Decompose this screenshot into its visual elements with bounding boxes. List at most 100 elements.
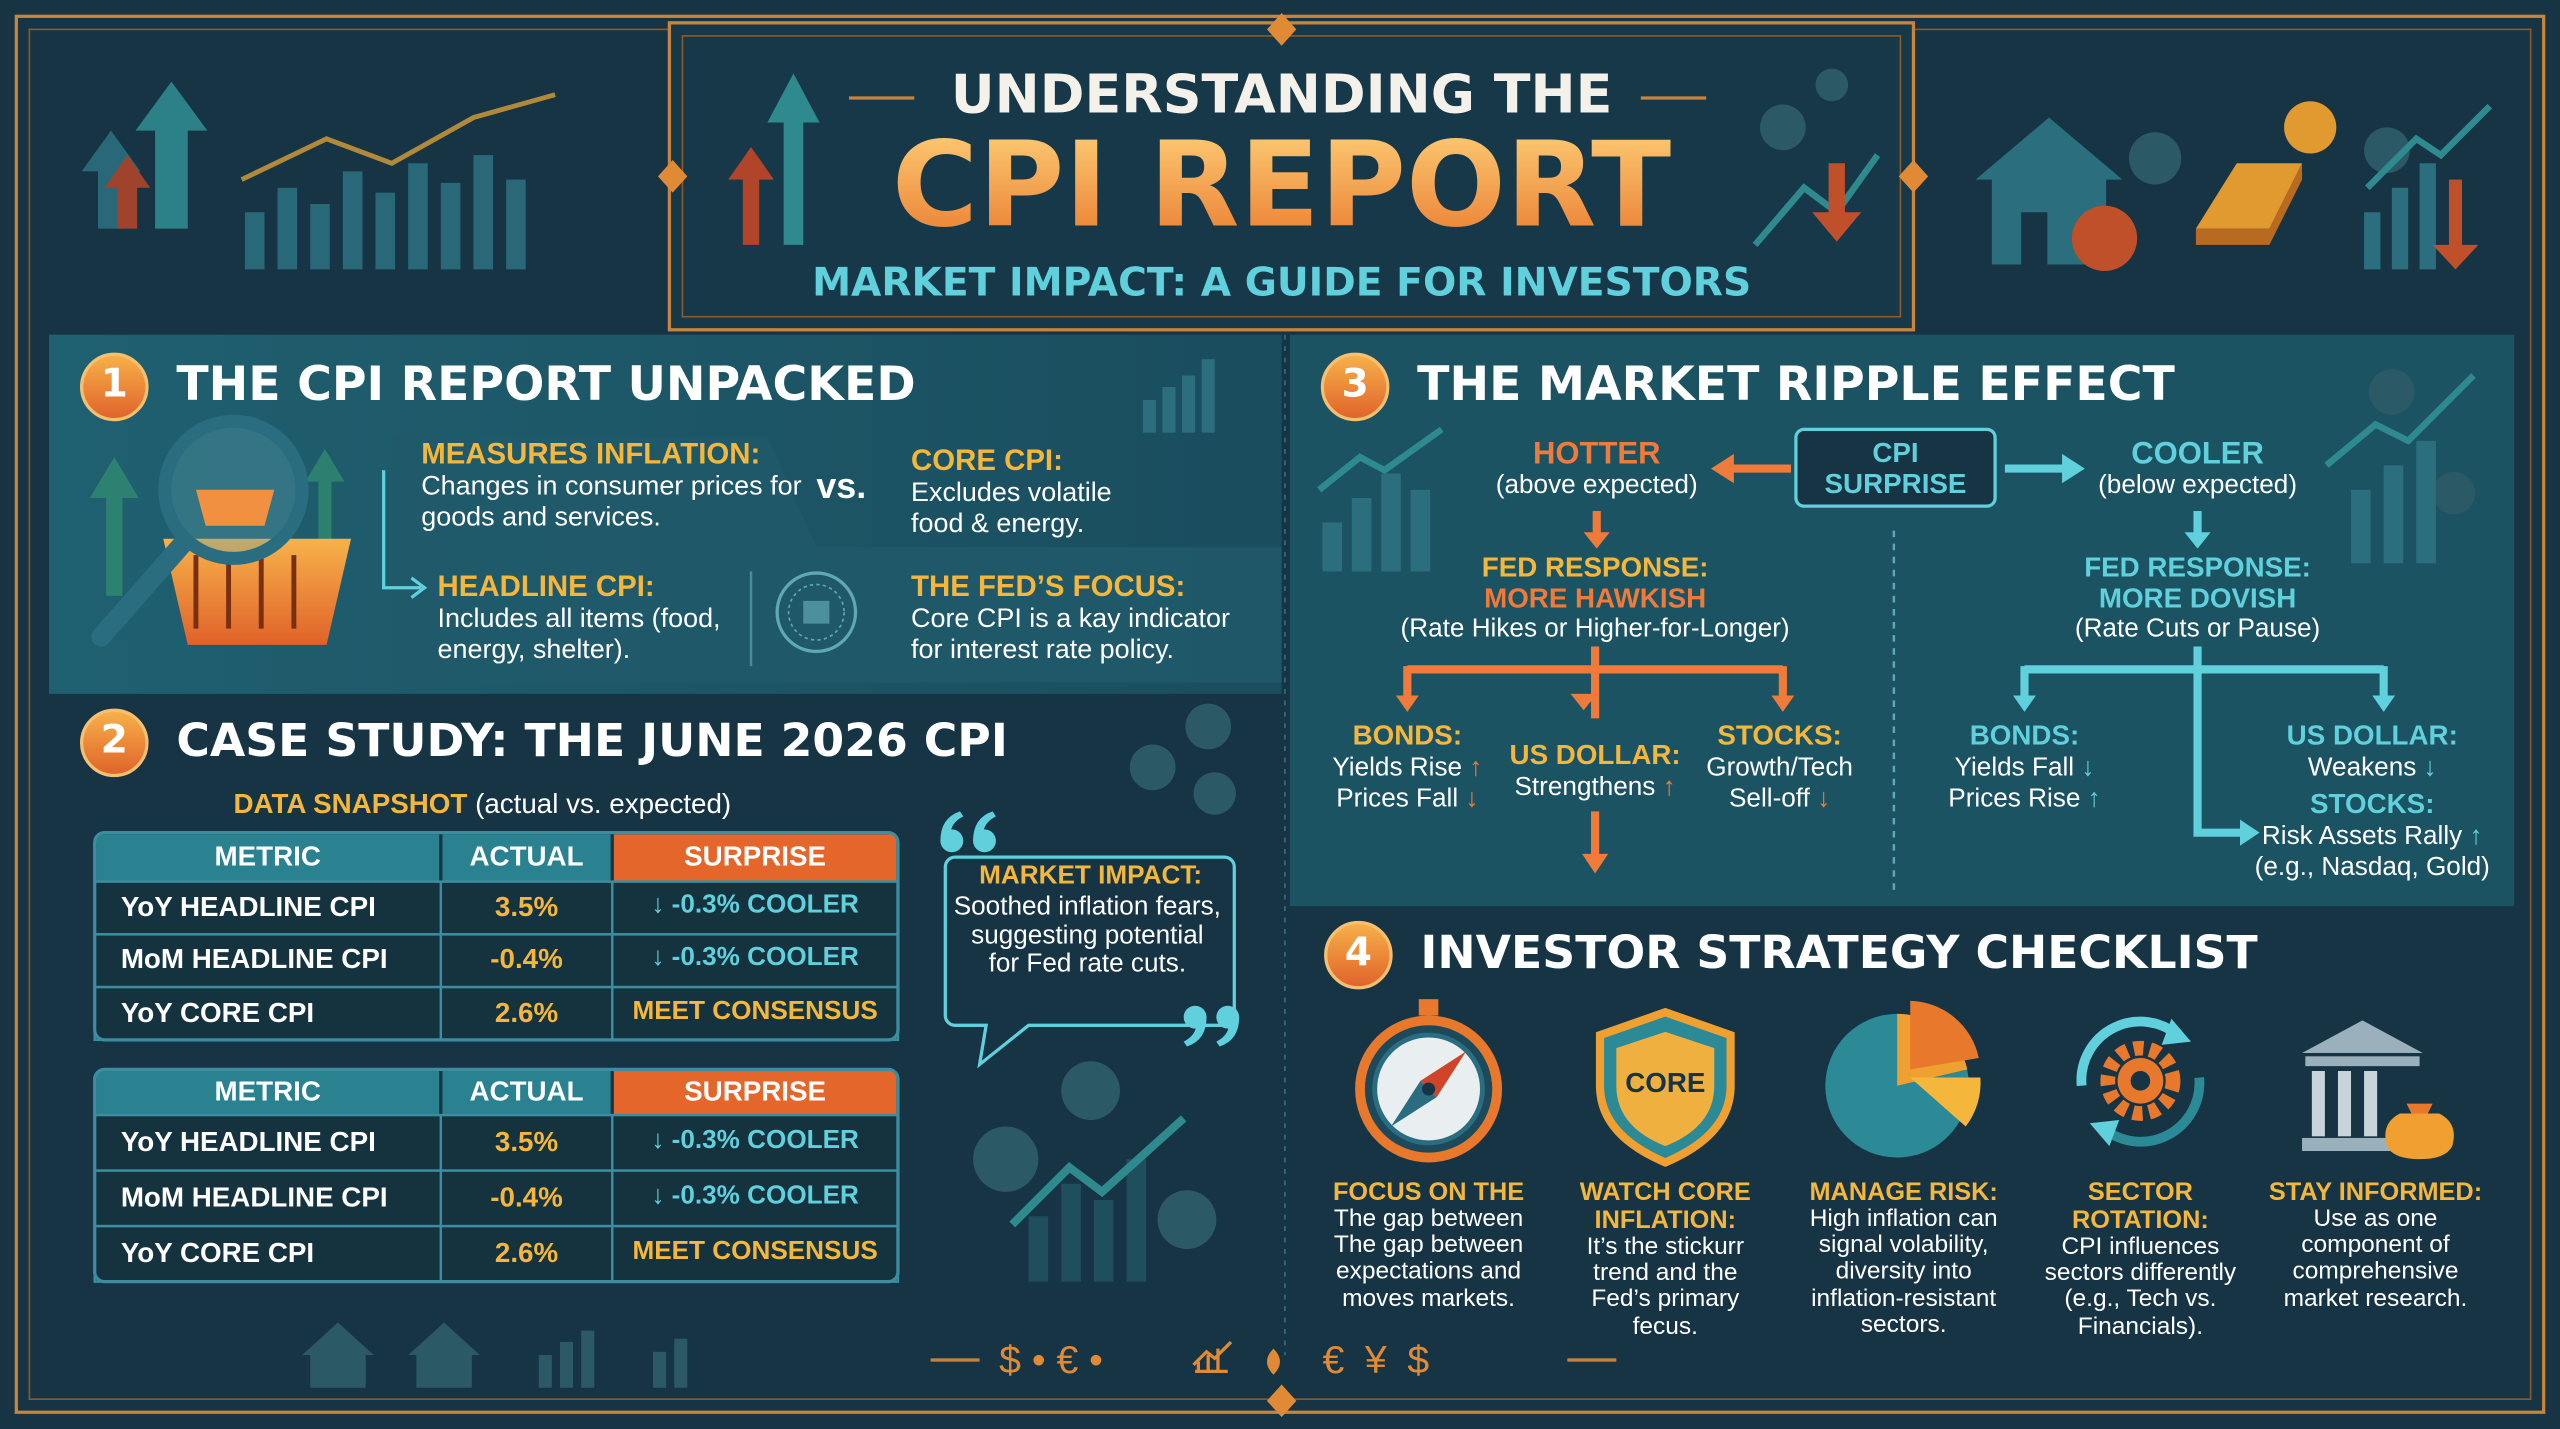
section-title: CASE STUDY: THE JUNE 2026 CPI	[176, 713, 1008, 768]
outcome: STOCKS: Growth/Tech Sell-off ↓	[1706, 720, 1853, 816]
header-inner-icons	[728, 68, 1881, 248]
outcome-text: Prices Rise	[1948, 785, 2081, 814]
metric-cell: MoM HEADLINE CPI	[120, 944, 388, 976]
header-left-trend	[240, 92, 556, 182]
quote-marks	[940, 811, 1240, 1047]
section-number: 3	[1341, 360, 1369, 407]
section1-chart-icon	[1142, 359, 1215, 433]
section-number: 4	[1344, 928, 1373, 975]
quote-text: Soothed inflation fears, suggesting pote…	[953, 893, 1221, 978]
actual-cell: -0.4%	[490, 944, 563, 976]
outcome-heading: US DOLLAR:	[1509, 739, 1681, 771]
hotter-label: HOTTER	[1532, 437, 1661, 472]
checklist-text: Use as one component of comprehensive ma…	[2283, 1204, 2468, 1313]
ripple-arrows	[1403, 464, 2388, 858]
section1-panel	[391, 437, 1282, 683]
table-row	[93, 985, 900, 1042]
table-row	[93, 1224, 900, 1283]
footer-icons	[302, 1322, 688, 1388]
outcome-arrow: ↑	[2469, 822, 2483, 850]
surprise-cell: ↓ -0.3% COOLER	[651, 1126, 859, 1155]
vs-label: vs.	[816, 465, 867, 507]
shield-icon	[1595, 1007, 1735, 1167]
outcome: US DOLLAR: Weakens ↓	[2287, 720, 2458, 784]
checklist-item: SECTOR ROTATION: CPI influences sectors d…	[2026, 1179, 2255, 1340]
item-heading: CORE CPI:	[911, 444, 1063, 477]
cpi-surprise-label: CPI SURPRISE	[1824, 437, 1967, 500]
outcome-arrow: ↓	[1465, 785, 1479, 814]
pie-icon	[1825, 1000, 1981, 1158]
checklist-item: MANAGE RISK: High inflation can signal vo…	[1789, 1179, 2018, 1339]
outcome-line: Yields Fall ↓	[1948, 752, 2100, 784]
ripple-arrowheads	[1395, 453, 2396, 874]
outcome: STOCKS: Risk Assets Rally ↑ (e.g., Nasdaq,…	[2255, 789, 2490, 885]
outcome-line: Growth/Tech	[1706, 752, 1853, 784]
fed-stance: MORE DOVISH	[2098, 582, 2297, 614]
outcome-text: Strengthens	[1514, 773, 1656, 801]
table-header-cell	[96, 834, 440, 882]
outcome: BONDS: Yields Rise ↑ Prices Fall ↓	[1332, 720, 1482, 816]
header-left-chart	[81, 81, 526, 270]
actual-cell: 2.6%	[494, 1237, 559, 1269]
table-header-cell	[442, 1071, 611, 1116]
checklist-text: The gap between The gap between expectat…	[1333, 1204, 1524, 1313]
section-number: 2	[100, 716, 128, 763]
header-frame	[667, 21, 1916, 332]
table-header: ACTUAL	[469, 840, 584, 872]
table-row	[93, 933, 900, 989]
outcome-heading: STOCKS:	[2310, 788, 2435, 820]
surprise-cell: MEET CONSENSUS	[632, 1237, 878, 1266]
actual-cell: 3.5%	[494, 891, 559, 923]
outcome-line: Prices Rise ↑	[1948, 784, 2100, 816]
outcome-arrow: ↓	[1817, 785, 1831, 814]
table-header: METRIC	[214, 1075, 321, 1107]
surprise-cell: ↓ -0.3% COOLER	[651, 944, 859, 973]
item-heading: MEASURES INFLATION:	[421, 437, 761, 471]
quote-box	[943, 855, 1236, 1069]
table-row	[93, 880, 900, 936]
shield-label: CORE	[1625, 1067, 1706, 1099]
checklist-text: CPI influences sectors differently (e.g.…	[2044, 1232, 2237, 1340]
number-badges	[79, 352, 1393, 990]
outcome: US DOLLAR: Strengthens ↑	[1510, 740, 1681, 804]
item-text: Core CPI is a kay indicator for interest…	[911, 604, 1230, 665]
outcome-line: Weakens ↓	[2287, 752, 2458, 784]
cooler-label: COOLER	[2131, 437, 2264, 472]
actual-cell: -0.4%	[490, 1182, 563, 1214]
bank-icon	[2302, 1020, 2454, 1160]
fed-note: (Rate Cuts or Pause)	[2074, 615, 2321, 644]
checklist-heading: SECTOR ROTATION:	[2071, 1178, 2209, 1235]
fed-note: (Rate Hikes or Higher-for-Longer)	[1400, 615, 1790, 644]
checklist-heading: WATCH CORE INFLATION:	[1579, 1178, 1751, 1235]
outcome-arrow: ↓	[2423, 753, 2437, 782]
actual-cell: 2.6%	[494, 997, 559, 1029]
metric-cell: YoY CORE CPI	[120, 1237, 315, 1269]
checklist-heading: MANAGE RISK:	[1809, 1178, 1998, 1207]
outcome-heading: US DOLLAR:	[2286, 720, 2458, 752]
table-header: SURPRISE	[684, 840, 827, 872]
table-header: METRIC	[214, 840, 321, 872]
item-text: Changes in consumer prices for goods and…	[421, 471, 802, 533]
table-border	[93, 1067, 900, 1284]
snapshot-caption: DATA SNAPSHOT (actual vs. expected)	[233, 789, 731, 821]
table-header-cell	[613, 834, 897, 882]
metric-cell: YoY HEADLINE CPI	[120, 891, 376, 923]
outcome-line: Prices Fall ↓	[1332, 784, 1482, 816]
outcome-arrow: ↑	[2087, 785, 2101, 814]
item-heading: THE FED’S FOCUS:	[911, 569, 1186, 603]
outcome-arrow: ↑	[1469, 753, 1483, 782]
title-main: CPI REPORT	[891, 115, 1672, 254]
outcome-heading: BONDS:	[1969, 720, 2080, 752]
section-title: THE MARKET RIPPLE EFFECT	[1417, 355, 2175, 412]
outcome-heading: BONDS:	[1352, 720, 1463, 752]
checklist-item: STAY INFORMED: Use as one component of co…	[2261, 1179, 2490, 1313]
table-row	[93, 1113, 900, 1172]
table-header: SURPRISE	[684, 1075, 827, 1107]
outcome-text: Growth/Tech	[1706, 753, 1853, 782]
outcome-text: Weakens	[2307, 753, 2417, 782]
checklist-item: WATCH CORE INFLATION: It’s the stickurr t…	[1551, 1179, 1780, 1340]
metric-cell: YoY CORE CPI	[120, 997, 315, 1029]
fed-seal	[775, 571, 858, 654]
